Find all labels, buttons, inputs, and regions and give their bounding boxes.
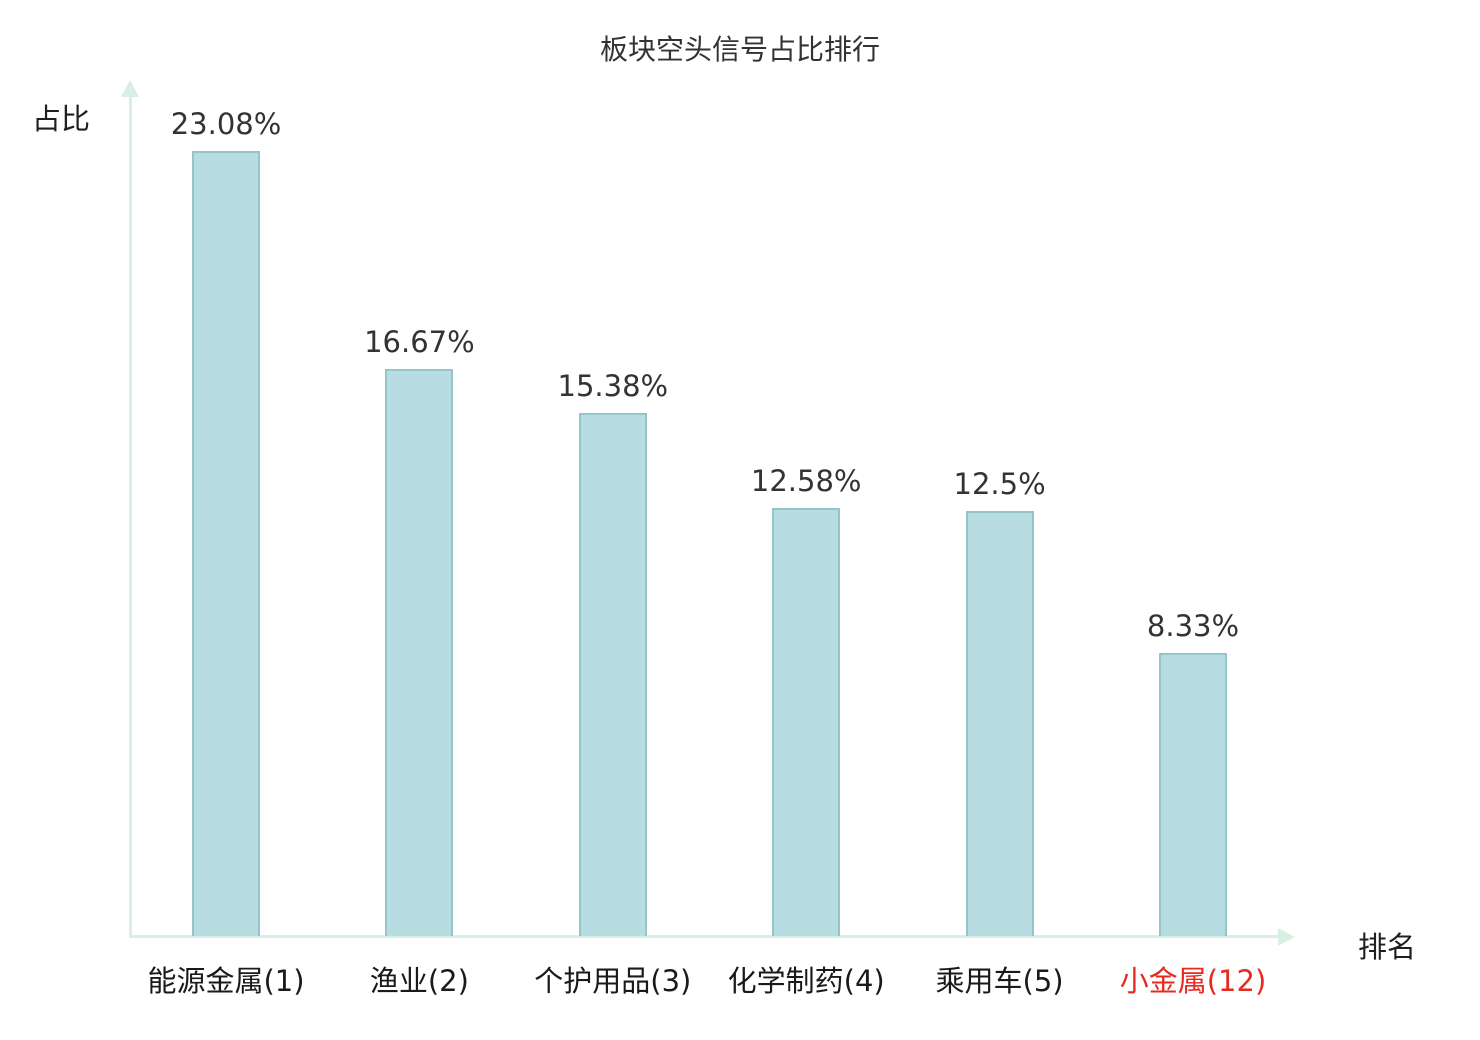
x-tick-label: 渔业(2) bbox=[369, 964, 469, 998]
bar bbox=[772, 508, 841, 936]
x-tick-label: 乘用车(5) bbox=[935, 964, 1064, 998]
x-tick-label: 小金属(12) bbox=[1119, 964, 1267, 998]
y-axis-label: 占比 bbox=[32, 102, 91, 136]
y-axis-line bbox=[129, 92, 132, 938]
x-tick-label: 化学制药(4) bbox=[727, 964, 885, 998]
bar-value-label: 12.58% bbox=[750, 464, 862, 499]
x-tick-label: 个护用品(3) bbox=[534, 964, 692, 998]
y-axis-arrow-icon bbox=[121, 80, 139, 97]
plot-area: 23.08% 能源金属(1) 16.67% 渔业(2) 15.38% 个护用品(3) 12.… bbox=[121, 80, 1300, 998]
bar-value-label: 15.38% bbox=[557, 369, 669, 404]
x-axis-label: 排名 bbox=[1358, 930, 1417, 964]
bar-value-label: 16.67% bbox=[364, 325, 475, 360]
bar bbox=[578, 413, 647, 936]
bar-value-label: 23.08% bbox=[170, 107, 282, 142]
bar bbox=[192, 151, 260, 936]
bar-value-label: 12.5% bbox=[953, 467, 1046, 501]
chart-title: 板块空头信号占比排行 bbox=[599, 33, 880, 66]
bar bbox=[1159, 652, 1227, 936]
bar-value-label: 8.33% bbox=[1146, 608, 1240, 643]
x-axis-arrow-icon bbox=[1278, 928, 1295, 946]
bar bbox=[385, 369, 454, 936]
x-tick-label: 能源金属(1) bbox=[147, 964, 305, 998]
x-axis-line bbox=[130, 935, 1282, 938]
bar bbox=[965, 511, 1034, 936]
